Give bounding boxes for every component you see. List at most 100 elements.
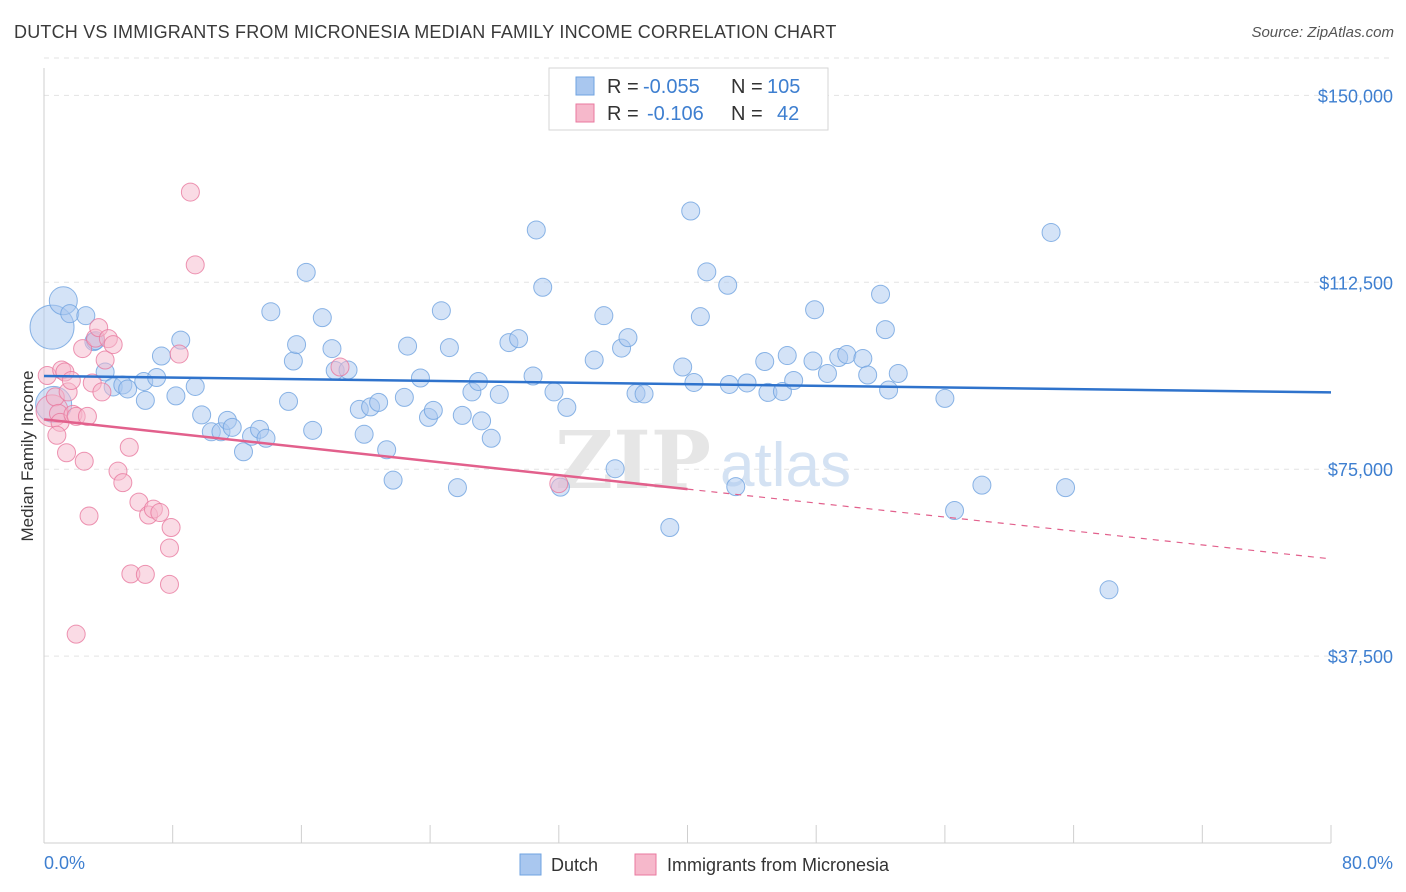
chart-title: DUTCH VS IMMIGRANTS FROM MICRONESIA MEDI… xyxy=(14,22,837,42)
dutch-point xyxy=(533,277,553,297)
legend-r-label-dutch: R = xyxy=(607,76,639,98)
legend-n-value-micronesia: 42 xyxy=(777,103,799,125)
dutch-point xyxy=(858,365,878,385)
micronesia-point xyxy=(66,624,86,644)
legend-r-label-micronesia: R = xyxy=(607,103,639,125)
bottom-legend-label-micronesia: Immigrants from Micronesia xyxy=(667,855,890,875)
watermark-zip: ZIP xyxy=(555,413,711,507)
legend-swatch-dutch xyxy=(575,76,595,96)
grid-lines xyxy=(44,57,1391,657)
dutch-point xyxy=(1056,478,1076,498)
micronesia-point xyxy=(549,474,569,494)
dutch-point xyxy=(377,440,397,460)
dutch-point xyxy=(945,501,965,521)
dutch-point xyxy=(690,307,710,327)
micronesia-point xyxy=(159,574,179,594)
legend-r-value-dutch: -0.055 xyxy=(643,76,700,98)
dutch-point xyxy=(777,346,797,366)
dutch-point xyxy=(410,368,430,388)
legend-swatch-micronesia xyxy=(575,103,595,123)
legend-r-value-micronesia: -0.106 xyxy=(647,103,704,125)
dutch-point xyxy=(151,346,171,366)
micronesia-point xyxy=(161,518,181,538)
y-tick-label: $75,000 xyxy=(1328,460,1393,480)
dutch-point xyxy=(888,363,908,383)
micronesia-point xyxy=(330,357,350,377)
dutch-point xyxy=(726,477,746,497)
dutch-point xyxy=(737,373,757,393)
dutch-point xyxy=(261,302,281,322)
y-axis-label: Median Family Income xyxy=(18,370,37,541)
dutch-point xyxy=(935,388,955,408)
bottom-legend: Dutch Immigrants from Micronesia xyxy=(519,853,890,876)
dutch-point xyxy=(383,470,403,490)
dutch-point xyxy=(594,306,614,326)
micronesia-point xyxy=(185,255,205,275)
dutch-point xyxy=(489,384,509,404)
dutch-point xyxy=(185,376,205,396)
dutch-point xyxy=(472,411,492,431)
micronesia-point xyxy=(57,443,77,463)
dutch-point xyxy=(394,387,414,407)
dutch-point xyxy=(618,328,638,348)
dutch-point xyxy=(118,379,138,399)
dutch-point xyxy=(439,338,459,358)
dutch-point xyxy=(584,350,604,370)
micronesia-point xyxy=(180,182,200,202)
dutch-point xyxy=(279,391,299,411)
dutch-point xyxy=(972,475,992,495)
dutch-point xyxy=(871,284,891,304)
dutch-point xyxy=(222,417,242,437)
micronesia-trend-extension xyxy=(687,488,1332,560)
legend-box xyxy=(548,67,829,131)
dutch-point xyxy=(192,405,212,425)
dutch-point xyxy=(755,352,775,372)
x-tick-label-max: 80.0% xyxy=(1342,853,1393,873)
dutch-point xyxy=(166,386,186,406)
dutch-point xyxy=(803,351,823,371)
y-tick-label: $150,000 xyxy=(1318,86,1393,106)
dutch-point xyxy=(447,478,467,498)
dutch-point xyxy=(76,306,96,326)
dutch-point xyxy=(296,262,316,282)
micronesia-point xyxy=(119,437,139,457)
legend-n-value-dutch: 105 xyxy=(767,76,800,98)
dutch-point xyxy=(853,349,873,369)
dutch-point xyxy=(805,300,825,320)
dutch-point xyxy=(557,397,577,417)
dutch-point xyxy=(233,442,253,462)
dutch-point xyxy=(523,366,543,386)
y-tick-label: $37,500 xyxy=(1328,647,1393,667)
dutch-point xyxy=(718,275,738,295)
dutch-point xyxy=(287,335,307,355)
dutch-point xyxy=(681,201,701,221)
micronesia-point xyxy=(92,382,112,402)
bottom-legend-swatch-dutch xyxy=(519,853,542,876)
micronesia-point xyxy=(113,473,133,493)
micronesia-point xyxy=(79,506,99,526)
dutch-point xyxy=(135,390,155,410)
dutch-point xyxy=(452,405,472,425)
micronesia-point xyxy=(47,425,67,445)
x-tick-label-min: 0.0% xyxy=(44,853,85,873)
micronesia-point xyxy=(103,335,123,355)
legend-n-label-micronesia: N = xyxy=(731,103,763,125)
dutch-point xyxy=(684,372,704,392)
watermark: ZIP atlas xyxy=(555,413,851,507)
dutch-point xyxy=(423,400,443,420)
top-legend: R = -0.055 N = 105 R = -0.106 N = 42 xyxy=(548,67,829,131)
dutch-point xyxy=(283,351,303,371)
micronesia-point xyxy=(159,538,179,558)
dutch-point xyxy=(634,384,654,404)
data-points xyxy=(29,182,1119,644)
micronesia-point xyxy=(169,344,189,364)
dutch-point xyxy=(369,392,389,412)
tick-labels: $37,500 $75,000 $112,500 $150,000 0.0% 80.0% xyxy=(44,86,1393,873)
dutch-trend-line xyxy=(43,374,1332,394)
chart-source: Source: ZipAtlas.com xyxy=(1251,24,1394,41)
bottom-legend-label-dutch: Dutch xyxy=(551,855,598,875)
dutch-point xyxy=(605,459,625,479)
dutch-point xyxy=(431,301,451,321)
y-tick-label: $112,500 xyxy=(1319,273,1393,293)
